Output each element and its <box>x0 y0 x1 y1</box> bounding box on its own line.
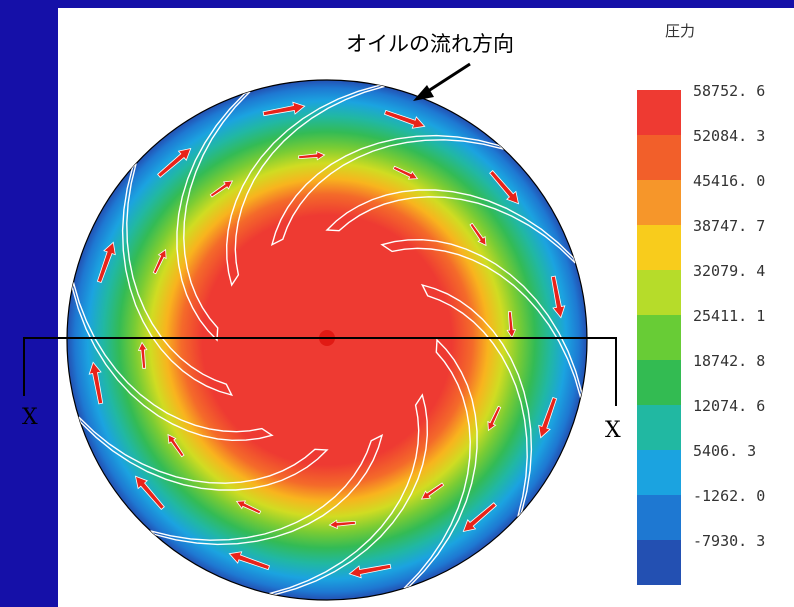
flow-arrow <box>462 502 497 533</box>
blade-outline <box>78 416 329 491</box>
legend-level-label: 5406. 3 <box>693 442 757 460</box>
flow-arrow <box>96 241 116 284</box>
blade-outline <box>325 189 576 264</box>
flow-direction-label: オイルの流れ方向 <box>346 32 514 56</box>
blade-outline <box>121 163 234 397</box>
blade-outline <box>403 338 478 589</box>
flow-arrow <box>550 275 566 319</box>
blade-outline <box>150 433 384 546</box>
flow-arrow <box>228 551 271 571</box>
legend-level-label: 38747. 7 <box>693 217 766 235</box>
flow-arrow <box>538 396 558 439</box>
flow-arrow <box>487 405 502 432</box>
flow-arrow <box>134 475 165 510</box>
legend-swatch <box>637 315 681 360</box>
flow-arrow <box>88 361 104 405</box>
flow-arrow <box>328 519 356 530</box>
flow-arrow <box>152 248 167 275</box>
flow-arrow <box>167 433 185 458</box>
flow-arrows <box>88 101 566 579</box>
legend-colorbar <box>637 90 681 585</box>
legend-swatch <box>637 450 681 495</box>
legend-swatch <box>637 495 681 540</box>
legend-level-label: 12074. 6 <box>693 397 766 415</box>
pointer-arrow-head <box>413 85 434 101</box>
legend-level-label: 18742. 8 <box>693 352 766 370</box>
flow-arrow <box>209 180 234 198</box>
legend-swatch <box>637 405 681 450</box>
legend-swatch <box>637 225 681 270</box>
legend-level-label: 45416. 0 <box>693 172 766 190</box>
flow-arrow <box>348 563 392 579</box>
legend-level-label: 32079. 4 <box>693 262 766 280</box>
flow-arrow <box>262 101 306 117</box>
flow-arrow <box>137 341 148 369</box>
legend-swatch <box>637 270 681 315</box>
legend-level-label: 25411. 1 <box>693 307 766 325</box>
section-line <box>23 337 617 406</box>
flow-arrow <box>489 170 520 205</box>
flow-arrow <box>298 150 326 161</box>
blade-outline <box>176 91 251 342</box>
pointer-arrow-line <box>421 62 471 97</box>
legend-swatch <box>637 135 681 180</box>
section-mark-right: X <box>605 418 621 443</box>
flow-arrow <box>157 147 192 178</box>
legend-swatch <box>637 360 681 405</box>
flow-arrow <box>469 222 487 247</box>
blade-outline <box>420 283 533 517</box>
legend-level-label: 52084. 3 <box>693 127 766 145</box>
legend-swatch <box>637 540 681 585</box>
legend-level-label: 58752. 6 <box>693 82 766 100</box>
legend-swatch <box>637 90 681 135</box>
legend-swatch <box>637 180 681 225</box>
section-mark-left: X <box>22 405 38 430</box>
legend-level-label: -1262. 0 <box>693 487 766 505</box>
flow-arrow <box>506 311 517 339</box>
legend-title: 圧力 <box>665 22 696 40</box>
legend-level-label: -7930. 3 <box>693 532 766 550</box>
flow-arrow <box>235 500 262 515</box>
flow-arrow <box>420 482 445 500</box>
blade-outline <box>270 134 504 247</box>
flow-arrow <box>392 165 419 180</box>
flow-arrow <box>383 109 426 129</box>
